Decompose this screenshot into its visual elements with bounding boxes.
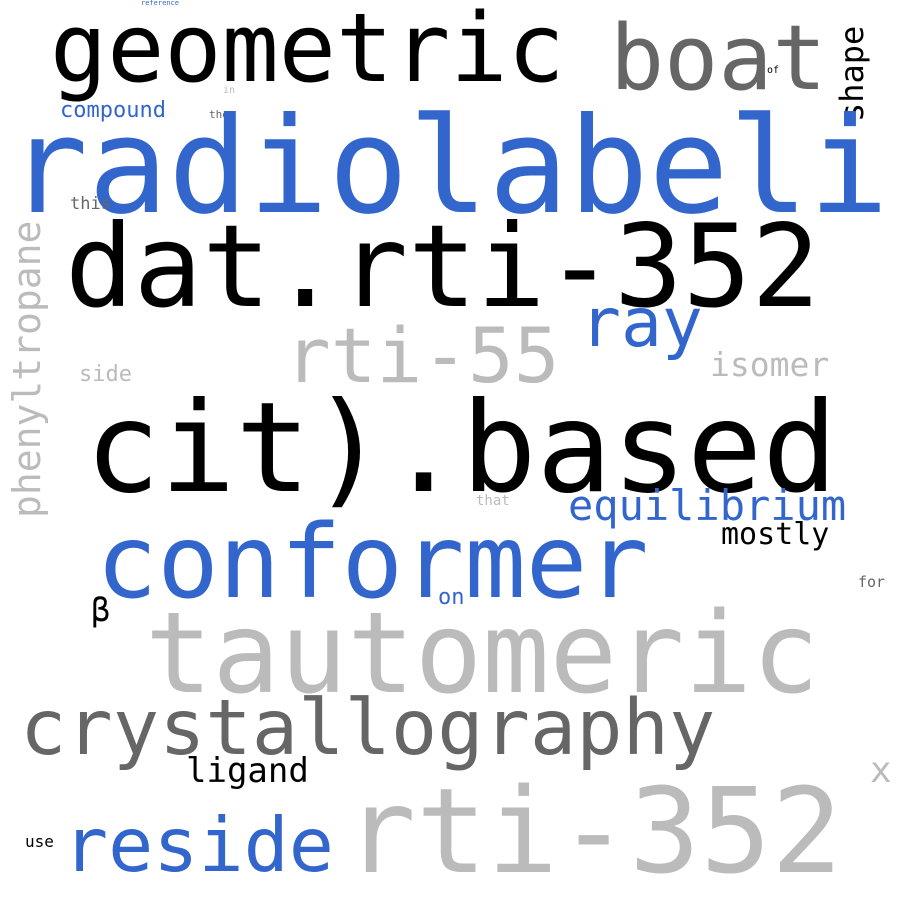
word-ligand: ligand — [186, 751, 309, 791]
word-isomer: isomer — [710, 345, 830, 384]
word-in: in — [223, 85, 236, 96]
word-reference: reference — [141, 0, 179, 7]
word-for: for — [858, 573, 886, 591]
word-that: that — [476, 493, 510, 509]
word-phenyltropane: phenyltropane — [5, 220, 49, 518]
word-on: on — [438, 585, 465, 610]
word-crystallography: crystallography — [20, 684, 716, 773]
word-tautomeric: tautomeric — [145, 589, 820, 719]
word-compound: compound — [60, 98, 166, 123]
word-radiolabeling: radiolabeling — [8, 90, 900, 244]
word-reside: reside — [63, 801, 334, 889]
word-conformer: conformer — [96, 503, 649, 622]
word-mostly: mostly — [721, 517, 830, 552]
word-x: x — [870, 750, 892, 791]
word-boat: boat — [610, 6, 827, 111]
word-cit-based: cit).based — [85, 376, 838, 521]
word-the: the — [209, 108, 229, 121]
word-rti-352: rti-352 — [345, 762, 843, 900]
word-side: side — [79, 362, 132, 387]
word-of: of — [767, 65, 780, 76]
word-dat-rti-352: dat.rti-352 — [65, 200, 820, 333]
word-use: use — [25, 832, 54, 851]
word-this: this — [70, 194, 111, 214]
word-geometric: geometric — [50, 0, 565, 104]
word-ray: ray — [580, 284, 703, 363]
word-rti-55: rti-55 — [285, 311, 560, 400]
word-beta: β — [91, 591, 111, 629]
word-equilibrium: equilibrium — [568, 481, 847, 530]
